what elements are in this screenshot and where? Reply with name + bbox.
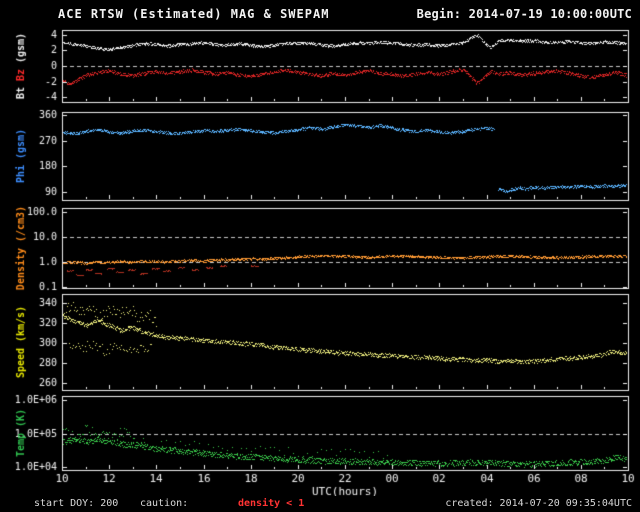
created-timestamp: created: 2014-07-20 09:35:04UTC [445, 498, 632, 509]
chart-canvas [0, 26, 640, 496]
plot-footer: start DOY: 200 caution: density < 1 crea… [0, 496, 640, 512]
begin-timestamp: Begin: 2014-07-19 10:00:00UTC [416, 7, 632, 21]
start-doy-label: start DOY: 200 [34, 498, 119, 509]
plot-header: ACE RTSW (Estimated) MAG & SWEPAM Begin:… [0, 0, 640, 26]
caution-value: density < 1 [238, 498, 305, 509]
plot-title: ACE RTSW (Estimated) MAG & SWEPAM [58, 7, 330, 21]
caution-label: caution: [140, 498, 189, 509]
